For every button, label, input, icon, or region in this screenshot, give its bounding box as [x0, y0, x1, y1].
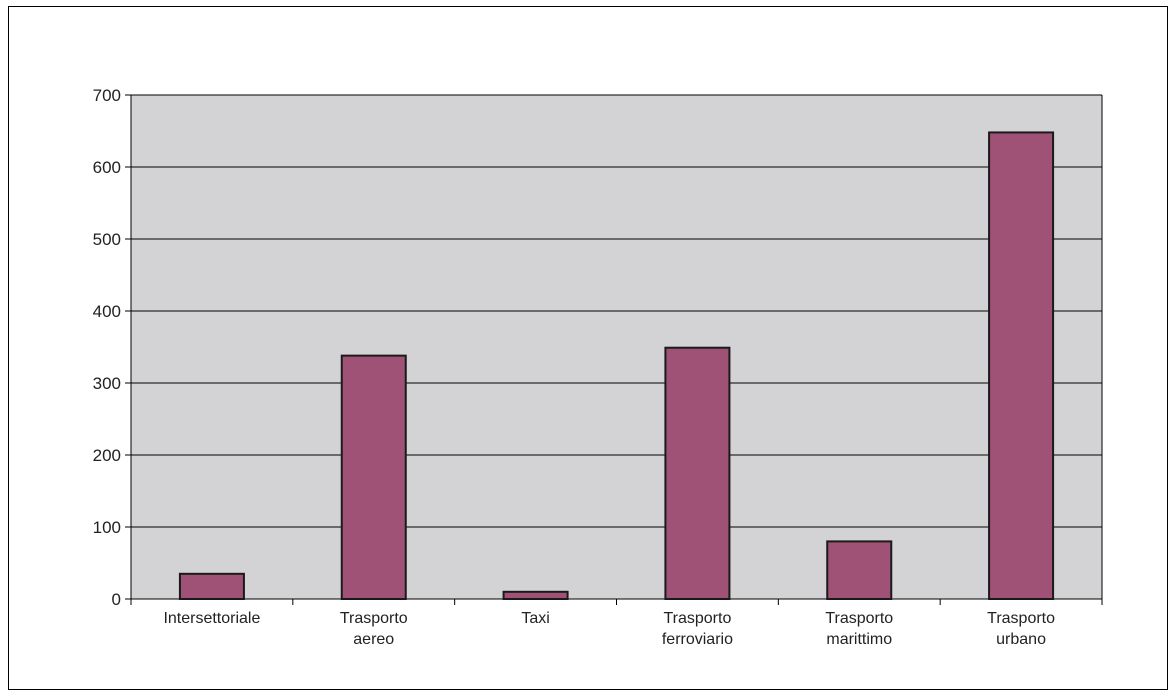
y-tick-label-500: 500: [93, 230, 121, 249]
bar-4: [826, 540, 893, 601]
bar-1: [340, 354, 407, 601]
bar-5: [988, 131, 1055, 600]
y-tick-label-300: 300: [93, 374, 121, 393]
y-tick-label-100: 100: [93, 518, 121, 537]
x-tick-label-1: Trasporto aereo: [340, 610, 408, 648]
bar-2: [502, 590, 569, 600]
plot-area: [131, 95, 1102, 599]
y-tick-label-0: 0: [112, 590, 121, 609]
x-tick-label-0: Intersettoriale: [163, 610, 260, 627]
x-tick-label-5: Trasporto urbano: [987, 610, 1055, 648]
y-tick-label-600: 600: [93, 158, 121, 177]
x-tick-label-4: Trasporto marittimo: [825, 610, 893, 648]
bar-0: [178, 572, 245, 600]
y-tick-label-400: 400: [93, 302, 121, 321]
x-tick-label-2: Taxi: [521, 610, 549, 627]
y-tick-label-200: 200: [93, 446, 121, 465]
y-tick-label-700: 700: [93, 86, 121, 105]
bar-3: [664, 346, 731, 600]
x-tick-label-3: Trasporto ferroviario: [662, 610, 733, 648]
